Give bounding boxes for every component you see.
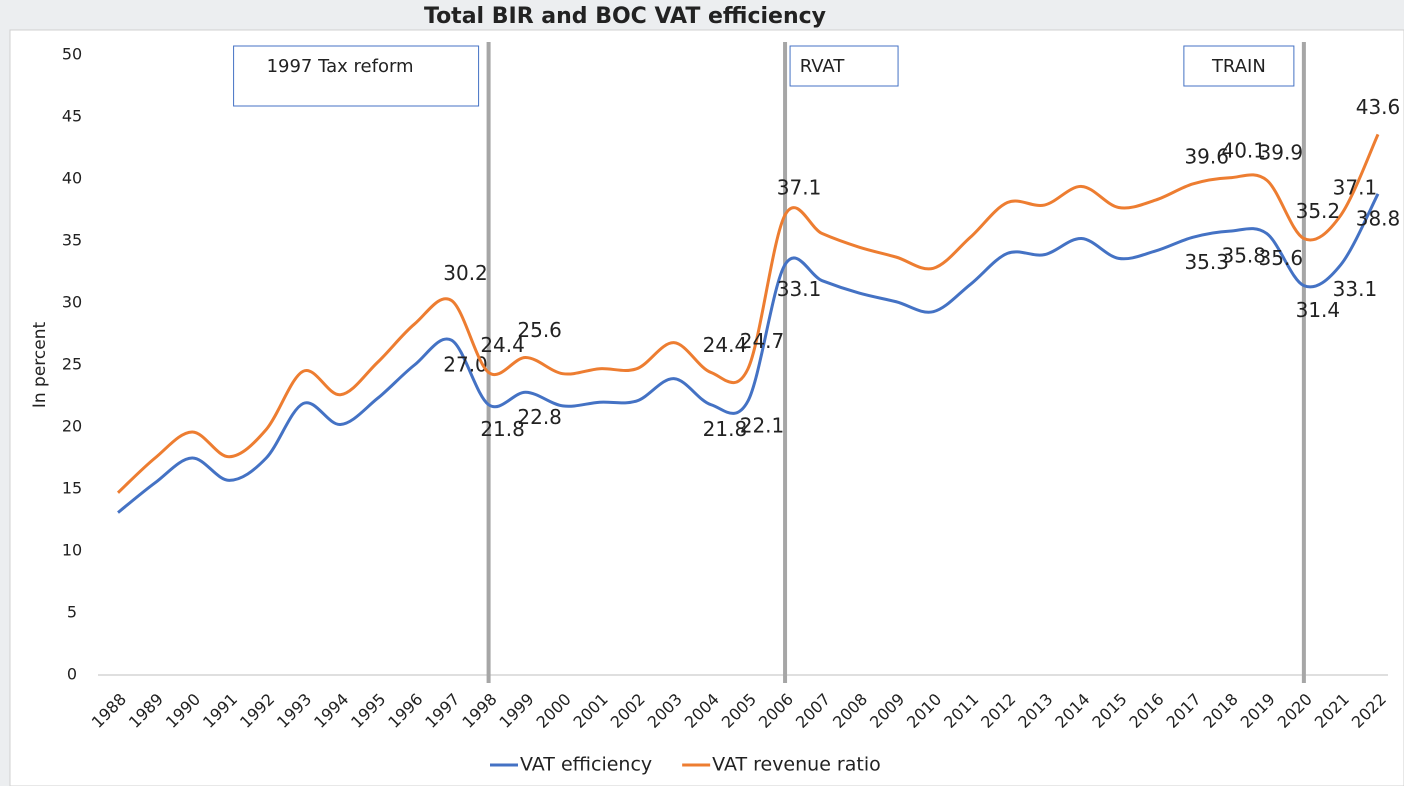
y-tick-label: 25 [62,355,82,374]
data-label: 37.1 [777,175,822,199]
data-label: 35.6 [1259,246,1304,270]
data-label: 33.1 [777,277,822,301]
data-label: 27.0 [443,353,488,377]
y-tick-label: 20 [62,417,82,436]
annotation-text: TRAIN [1211,56,1266,77]
y-tick-label: 50 [62,45,82,64]
data-label: 24.4 [703,333,748,357]
y-axis-label: In percent [30,322,50,409]
y-tick-label: 15 [62,479,82,498]
data-label: 22.1 [740,413,785,437]
data-label: 22.8 [517,405,562,429]
data-label: 39.6 [1184,144,1229,168]
y-tick-label: 0 [67,665,77,684]
series-line [117,193,1380,514]
annotation-box [233,45,480,107]
data-label: 43.6 [1356,95,1401,119]
plot-frame [9,29,1404,786]
data-label: 35.2 [1296,199,1341,223]
y-tick-label: 45 [62,107,82,126]
data-label: 38.8 [1356,206,1401,230]
annotation-box [789,45,899,87]
data-label: 30.2 [443,261,488,285]
y-tick-label: 40 [62,169,82,188]
annotation-box [1183,45,1295,87]
data-label: 25.6 [517,318,562,342]
y-tick-label: 30 [62,293,82,312]
data-label: 24.4 [480,333,525,357]
series-line [116,133,1380,494]
data-label: 21.8 [703,417,748,441]
data-label: 39.9 [1259,141,1304,165]
y-tick-label: 5 [67,603,77,622]
legend-label: VAT efficiency [520,754,652,776]
data-label: 37.1 [1333,175,1378,199]
data-label: 21.8 [480,417,525,441]
annotation-text: RVAT [800,56,846,77]
data-label: 31.4 [1296,298,1341,322]
y-tick-label: 35 [62,231,82,250]
annotation-text: 1997 Tax reform [267,56,414,77]
y-tick-label: 10 [62,541,82,560]
legend-label: VAT revenue ratio [712,754,881,776]
data-label: 35.3 [1184,250,1229,274]
data-label: 35.8 [1221,244,1266,268]
data-label: 24.7 [740,329,785,353]
data-label: 40.1 [1221,138,1266,162]
chart-title: Total BIR and BOC VAT efficiency [424,4,826,29]
data-label: 33.1 [1333,277,1378,301]
